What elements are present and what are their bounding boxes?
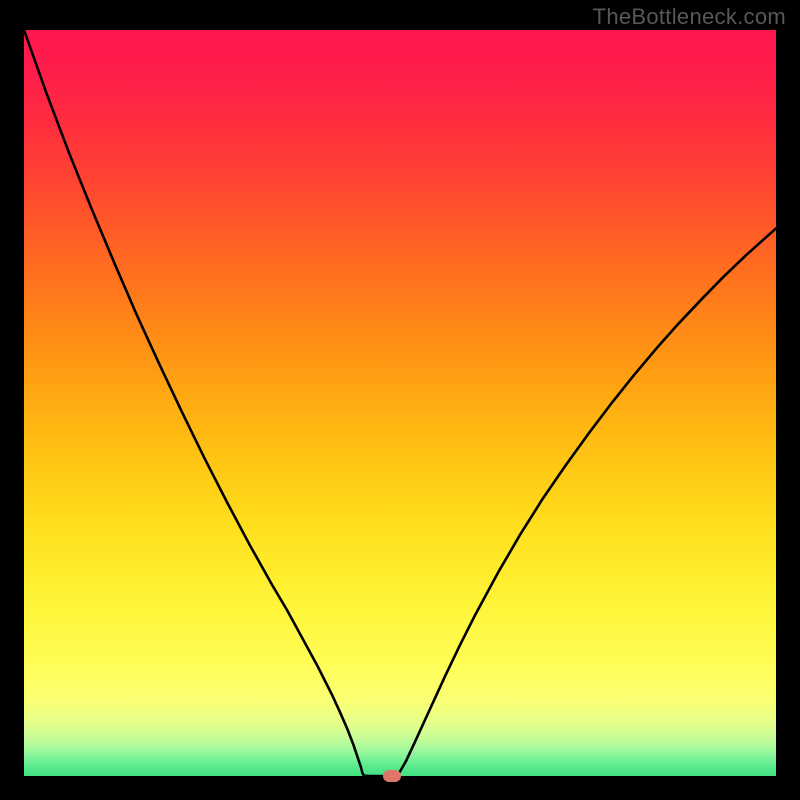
plot-area <box>24 30 776 776</box>
highlight-marker <box>383 770 401 782</box>
curve-svg <box>24 30 776 776</box>
watermark-text: TheBottleneck.com <box>593 4 786 30</box>
chart-frame: TheBottleneck.com <box>0 0 800 800</box>
